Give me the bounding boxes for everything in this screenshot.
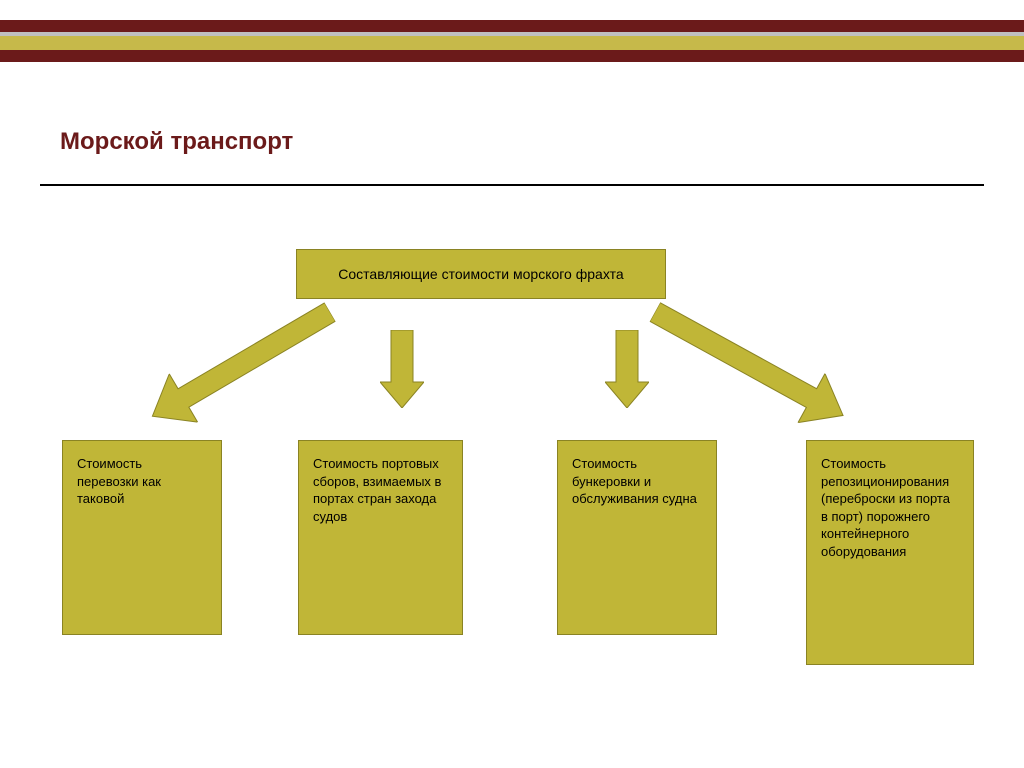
top-decorative-bar — [0, 20, 1024, 62]
arrow-down-icon — [380, 330, 424, 408]
topbar-band — [0, 36, 1024, 50]
leaf-box: Стоимость репозиционирования (переброски… — [806, 440, 974, 665]
topbar-band — [0, 20, 1024, 32]
arrow-diagonal-icon — [135, 288, 344, 443]
leaf-box-label: Стоимость бункеровки и обслуживания судн… — [572, 455, 702, 508]
slide: Морской транспорт Составляющие стоимости… — [0, 0, 1024, 768]
page-title: Морской транспорт — [60, 128, 293, 156]
leaf-box: Стоимость портовых сборов, взимаемых в п… — [298, 440, 463, 635]
title-underline — [40, 184, 984, 186]
arrow-down-icon — [605, 330, 649, 408]
leaf-box: Стоимость перевозки как таковой — [62, 440, 222, 635]
root-box-label: Составляющие стоимости морского фрахта — [338, 265, 623, 284]
topbar-band — [0, 50, 1024, 62]
leaf-box-label: Стоимость портовых сборов, взимаемых в п… — [313, 455, 448, 525]
leaf-box-label: Стоимость перевозки как таковой — [77, 455, 207, 508]
arrow-diagonal-icon — [642, 287, 861, 441]
page-title-text: Морской транспорт — [60, 128, 293, 155]
leaf-box: Стоимость бункеровки и обслуживания судн… — [557, 440, 717, 635]
leaf-box-label: Стоимость репозиционирования (переброски… — [821, 455, 959, 560]
root-box: Составляющие стоимости морского фрахта — [296, 249, 666, 299]
